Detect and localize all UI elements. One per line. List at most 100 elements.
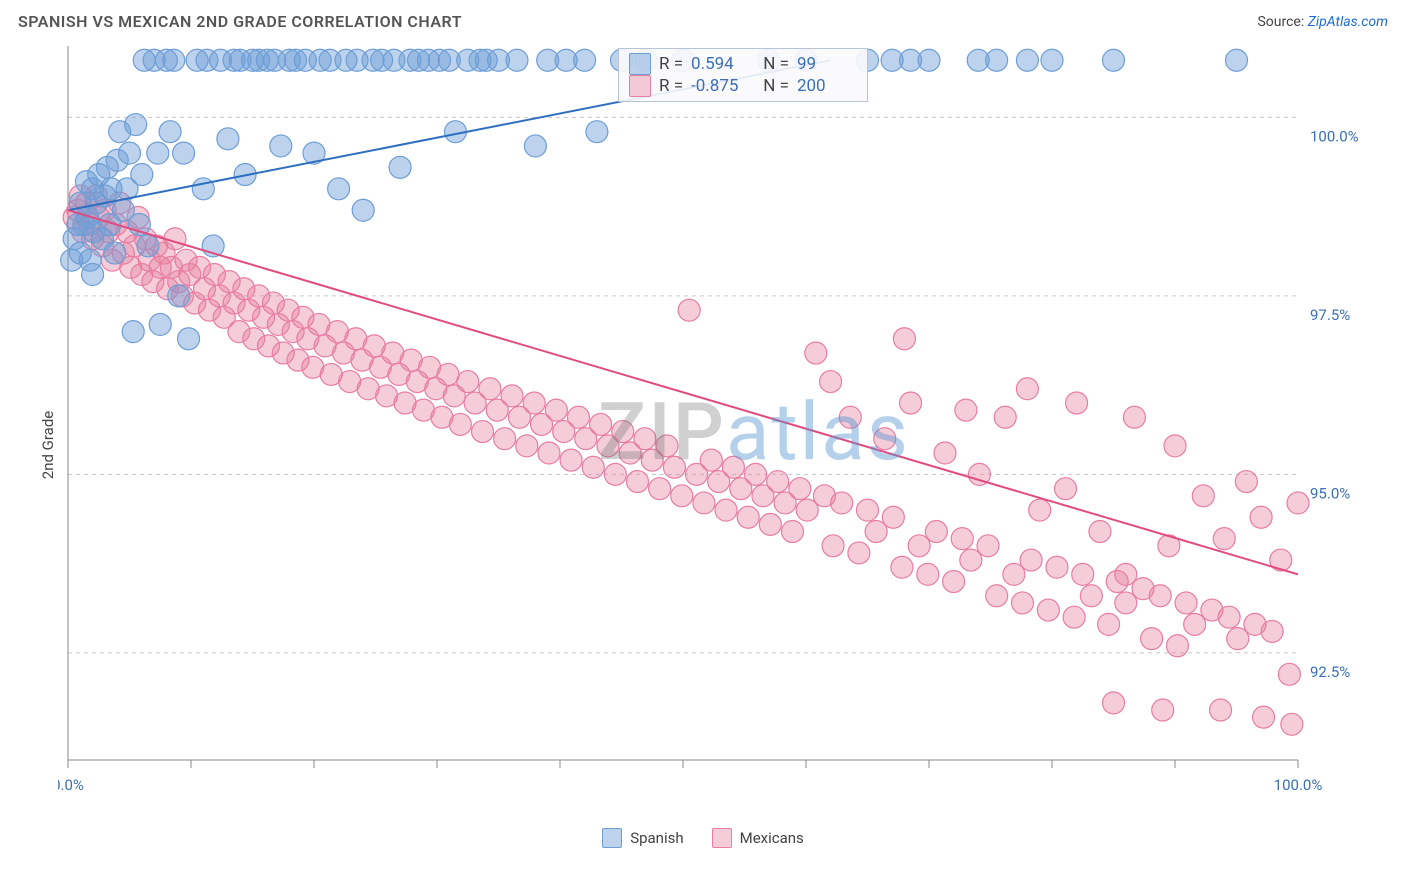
data-point [159, 121, 181, 143]
data-point [1055, 478, 1077, 500]
data-point [506, 49, 528, 71]
data-point [1103, 692, 1125, 714]
data-point [1141, 628, 1163, 650]
data-point [994, 406, 1016, 428]
data-point [1046, 556, 1068, 578]
stat-n-value: 200 [797, 76, 857, 96]
y-tick-label: 100.0% [1310, 127, 1359, 145]
data-point [1089, 521, 1111, 543]
data-point [524, 135, 546, 157]
stat-r-label: R = [659, 76, 683, 96]
data-point [389, 156, 411, 178]
data-point [1218, 606, 1240, 628]
data-point [1213, 528, 1235, 550]
data-point [678, 299, 700, 321]
data-point [1020, 549, 1042, 571]
data-point [147, 142, 169, 164]
data-point [612, 421, 634, 443]
data-point [1253, 706, 1275, 728]
data-point [494, 428, 516, 450]
data-point [1235, 471, 1257, 493]
data-point [1063, 606, 1085, 628]
data-point [149, 313, 171, 335]
data-point [925, 521, 947, 543]
data-point [1226, 49, 1248, 71]
data-point [1016, 49, 1038, 71]
stat-r-label: R = [659, 54, 683, 74]
data-point [1149, 585, 1171, 607]
legend-item-spanish[interactable]: Spanish [602, 828, 683, 848]
data-point [831, 492, 853, 514]
data-point [168, 285, 190, 307]
y-tick-label: 97.5% [1310, 306, 1350, 324]
data-point [1029, 499, 1051, 521]
data-point [700, 449, 722, 471]
chart-header: SPANISH VS MEXICAN 2ND GRADE CORRELATION… [0, 0, 1406, 37]
stat-n-value: 99 [797, 54, 857, 74]
data-point [1164, 435, 1186, 457]
data-point [217, 128, 239, 150]
data-point [1287, 492, 1309, 514]
stat-swatch-icon [629, 53, 651, 75]
data-point [1175, 592, 1197, 614]
data-point [943, 571, 965, 593]
y-tick-label: 92.5% [1310, 663, 1350, 681]
data-point [545, 399, 567, 421]
data-point [805, 342, 827, 364]
data-point [722, 456, 744, 478]
data-point [523, 392, 545, 414]
legend-swatch-icon [712, 828, 732, 848]
data-point [951, 528, 973, 550]
data-point [131, 164, 153, 186]
data-point [1281, 713, 1303, 735]
data-point [934, 442, 956, 464]
data-point [1066, 392, 1088, 414]
data-point [1123, 406, 1145, 428]
data-point [567, 406, 589, 428]
data-point [857, 499, 879, 521]
data-point [163, 49, 185, 71]
data-point [882, 506, 904, 528]
y-tick-label: 95.0% [1310, 484, 1350, 502]
legend-item-mexicans[interactable]: Mexicans [712, 828, 804, 848]
data-point [767, 471, 789, 493]
data-point [1016, 378, 1038, 400]
data-point [560, 449, 582, 471]
y-axis-label: 2nd Grade [39, 411, 57, 479]
scatter-plot-svg: 100.0%97.5%95.0%92.5%0.0%100.0% [58, 40, 1388, 820]
data-point [759, 513, 781, 535]
data-point [986, 49, 1008, 71]
data-point [1041, 49, 1063, 71]
stat-r-value: 0.594 [691, 54, 751, 74]
data-point [516, 435, 538, 457]
data-point [1261, 620, 1283, 642]
data-point [437, 363, 459, 385]
stat-row-spanish: R =0.594 N =99 [629, 53, 857, 75]
data-point [1115, 563, 1137, 585]
data-point [125, 114, 147, 136]
data-point [122, 321, 144, 343]
source-link[interactable]: ZipAtlas.com [1308, 14, 1388, 30]
legend-swatch-icon [602, 828, 622, 848]
stat-r-value: -0.875 [691, 76, 751, 96]
data-point [874, 428, 896, 450]
data-point [900, 392, 922, 414]
data-point [173, 142, 195, 164]
data-point [1152, 699, 1174, 721]
data-point [822, 535, 844, 557]
data-point [634, 428, 656, 450]
data-point [839, 406, 861, 428]
data-point [663, 456, 685, 478]
data-point [977, 535, 999, 557]
x-tick-label-min: 0.0% [58, 776, 84, 794]
data-point [986, 585, 1008, 607]
stat-n-label: N = [759, 76, 789, 96]
legend-label: Mexicans [740, 829, 804, 847]
data-point [590, 413, 612, 435]
data-point [604, 463, 626, 485]
data-point [104, 242, 126, 264]
data-point [737, 506, 759, 528]
data-point [781, 521, 803, 543]
data-point [1103, 49, 1125, 71]
data-point [270, 135, 292, 157]
